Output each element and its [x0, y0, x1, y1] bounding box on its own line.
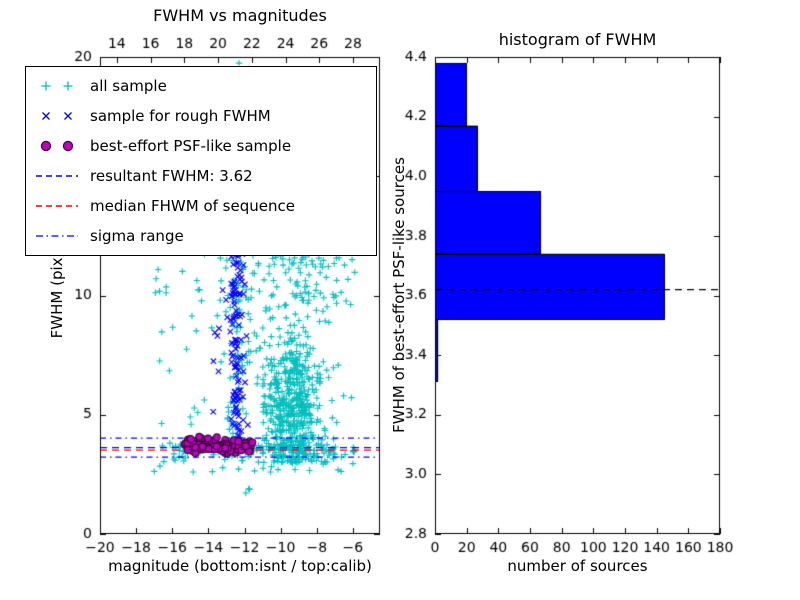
legend-label-resultant-fwhm: resultant FWHM: 3.62	[90, 167, 253, 185]
legend: all sample sample for rough FWHM best-ef…	[25, 66, 377, 256]
legend-label-all-sample: all sample	[90, 77, 167, 95]
legend-entry-resultant-fwhm: resultant FWHM: 3.62	[34, 161, 376, 191]
left-plot-ylabel: FWHM (pix)	[48, 251, 66, 339]
legend-entry-median-fhwm: median FHWM of sequence	[34, 191, 376, 221]
cyan-plus-marker-icon	[41, 81, 73, 91]
right-plot-ylabel: FWHM of best-effort PSF-like sources	[390, 157, 408, 433]
right-plot-title: histogram of FWHM	[498, 30, 657, 49]
legend-entry-rough-fwhm-sample: sample for rough FWHM	[34, 101, 376, 131]
legend-label-median-fhwm: median FHWM of sequence	[90, 197, 295, 215]
left-plot-title: FWHM vs magnitudes	[153, 6, 327, 25]
magenta-circle-marker-icon	[40, 140, 74, 152]
legend-label-psf-like-sample: best-effort PSF-like sample	[90, 137, 292, 155]
blue-dashdot-line-icon	[36, 235, 78, 237]
legend-label-rough-fwhm-sample: sample for rough FWHM	[90, 107, 271, 125]
legend-entry-sigma-range: sigma range	[34, 221, 376, 251]
right-plot-xlabel: number of sources	[507, 557, 648, 575]
left-plot-xlabel: magnitude (bottom:isnt / top:calib)	[108, 557, 372, 575]
legend-label-sigma-range: sigma range	[90, 227, 184, 245]
blue-x-marker-icon	[42, 112, 72, 120]
legend-entry-psf-like-sample: best-effort PSF-like sample	[34, 131, 376, 161]
legend-entry-all-sample: all sample	[34, 71, 376, 101]
blue-dashed-line-icon	[36, 175, 78, 177]
red-dashed-line-icon	[36, 205, 78, 207]
